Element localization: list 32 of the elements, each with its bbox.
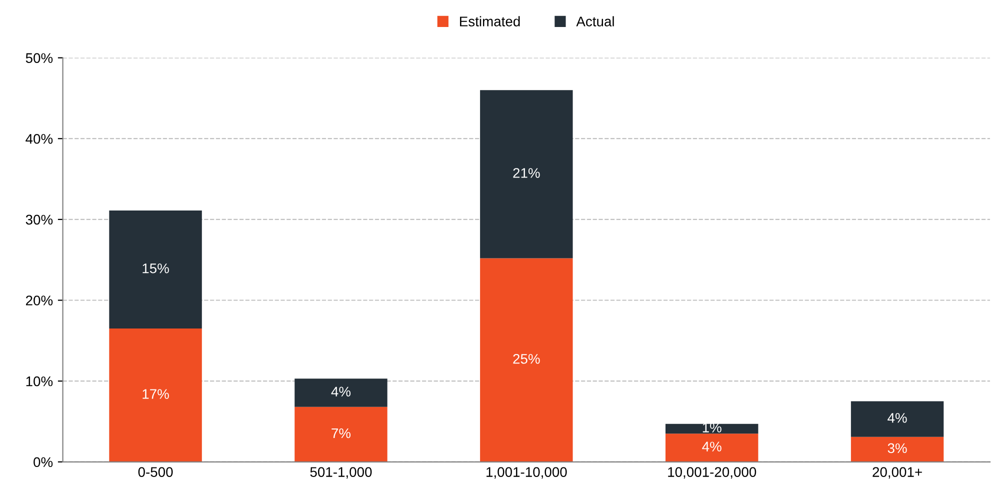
- data-label: 4%: [888, 413, 907, 423]
- y-tick-label: 20%: [26, 296, 53, 306]
- y-tick-label: 40%: [26, 134, 53, 144]
- data-label: 25%: [513, 354, 540, 364]
- legend-label: Estimated: [460, 16, 520, 26]
- data-label: 7%: [332, 428, 351, 438]
- bar: [850, 401, 944, 437]
- y-tick-label: 0%: [34, 457, 53, 468]
- data-label: 15%: [142, 263, 169, 274]
- bar: [850, 436, 944, 462]
- bar: [294, 378, 388, 407]
- y-tick-label: 50%: [26, 53, 53, 63]
- x-tick-label: 501-1,000: [310, 467, 372, 479]
- x-tick-label: 20,001+: [872, 467, 922, 479]
- bar: [665, 434, 758, 462]
- data-label: 3%: [888, 443, 907, 454]
- bar: [294, 406, 388, 462]
- legend-label: Actual: [576, 16, 614, 26]
- x-tick-label: 0-500: [138, 467, 173, 477]
- bar: [480, 258, 573, 462]
- y-tick-label: 30%: [26, 214, 53, 225]
- bar: [109, 210, 202, 329]
- bar: [665, 424, 758, 434]
- data-label: 4%: [702, 442, 722, 452]
- x-tick-label: 10,001-20,000: [668, 467, 756, 479]
- x-tick-label: 1,001-10,000: [486, 467, 567, 479]
- bar: [109, 328, 202, 462]
- data-label: 21%: [513, 168, 540, 178]
- data-label: 4%: [331, 386, 351, 396]
- data-label: 17%: [142, 389, 169, 399]
- y-tick-label: 10%: [26, 376, 53, 386]
- bar: [480, 90, 573, 258]
